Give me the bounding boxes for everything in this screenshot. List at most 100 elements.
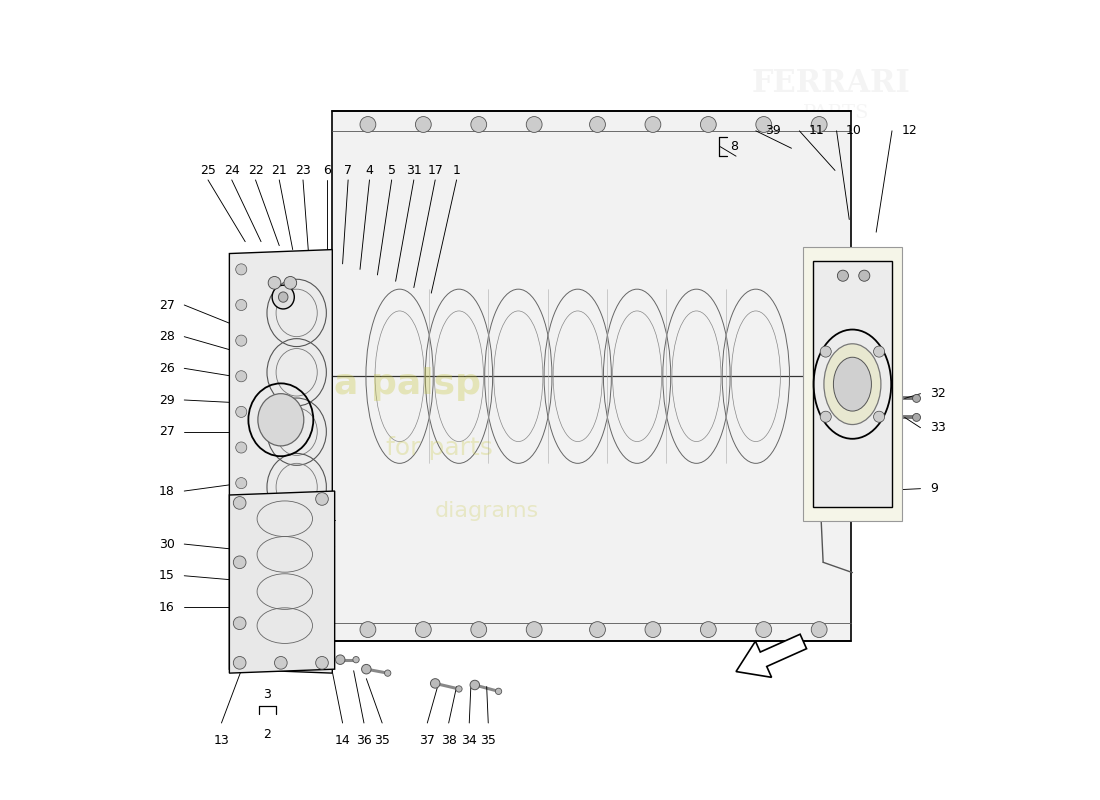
Text: 13: 13 <box>213 734 229 747</box>
Text: 24: 24 <box>224 164 240 177</box>
Ellipse shape <box>353 657 360 663</box>
Circle shape <box>859 270 870 282</box>
Circle shape <box>812 117 827 133</box>
FancyArrow shape <box>736 634 806 678</box>
Text: 4: 4 <box>365 164 373 177</box>
Circle shape <box>471 622 486 638</box>
Text: 33: 33 <box>930 422 946 434</box>
Text: 7: 7 <box>344 164 352 177</box>
Text: 2: 2 <box>263 727 272 741</box>
Text: a palsp: a palsp <box>334 367 481 401</box>
Ellipse shape <box>336 655 345 665</box>
Text: 26: 26 <box>160 362 175 375</box>
Text: 22: 22 <box>248 164 263 177</box>
Text: PARTS: PARTS <box>803 105 870 122</box>
Ellipse shape <box>278 292 288 302</box>
Polygon shape <box>230 491 334 673</box>
Circle shape <box>235 620 246 631</box>
Text: 38: 38 <box>441 734 456 747</box>
Circle shape <box>235 585 246 595</box>
Circle shape <box>235 514 246 524</box>
Circle shape <box>526 117 542 133</box>
Text: 27: 27 <box>158 298 175 311</box>
Circle shape <box>233 617 246 630</box>
Text: 21: 21 <box>272 164 287 177</box>
Circle shape <box>233 657 246 669</box>
Circle shape <box>360 117 376 133</box>
Circle shape <box>268 277 280 289</box>
Text: 29: 29 <box>160 394 175 406</box>
Circle shape <box>873 411 884 422</box>
Text: 20: 20 <box>286 514 301 527</box>
Circle shape <box>812 622 827 638</box>
Circle shape <box>416 117 431 133</box>
Circle shape <box>235 549 246 560</box>
Text: 11: 11 <box>808 124 825 138</box>
Text: 19: 19 <box>286 546 301 558</box>
Circle shape <box>756 117 772 133</box>
Text: 6: 6 <box>322 164 331 177</box>
Circle shape <box>235 652 246 663</box>
Circle shape <box>316 493 328 506</box>
Circle shape <box>235 442 246 453</box>
Circle shape <box>471 117 486 133</box>
Text: 31: 31 <box>406 164 421 177</box>
Ellipse shape <box>834 358 871 411</box>
Ellipse shape <box>385 670 390 676</box>
Text: for parts: for parts <box>386 435 493 459</box>
Text: FERRARI: FERRARI <box>751 68 911 99</box>
Circle shape <box>316 657 328 669</box>
Circle shape <box>235 264 246 275</box>
Ellipse shape <box>362 665 371 674</box>
Ellipse shape <box>824 344 881 425</box>
Circle shape <box>235 478 246 489</box>
Text: 28: 28 <box>158 330 175 343</box>
Text: 5: 5 <box>387 164 396 177</box>
Circle shape <box>275 657 287 669</box>
Text: 18: 18 <box>158 485 175 498</box>
Circle shape <box>235 299 246 310</box>
Circle shape <box>756 622 772 638</box>
Text: 37: 37 <box>419 734 436 747</box>
Circle shape <box>360 622 376 638</box>
Circle shape <box>416 622 431 638</box>
Circle shape <box>235 335 246 346</box>
Text: 12: 12 <box>902 124 917 138</box>
Text: 8: 8 <box>729 140 738 153</box>
Circle shape <box>235 406 246 418</box>
Text: 10: 10 <box>846 124 862 138</box>
Text: 35: 35 <box>374 734 390 747</box>
Polygon shape <box>230 250 332 673</box>
Ellipse shape <box>913 414 921 422</box>
Circle shape <box>233 497 246 510</box>
Polygon shape <box>803 247 902 521</box>
Text: 30: 30 <box>158 538 175 550</box>
Text: 23: 23 <box>295 164 311 177</box>
Polygon shape <box>813 262 892 507</box>
Text: 39: 39 <box>766 124 781 138</box>
Ellipse shape <box>430 678 440 688</box>
Text: 3: 3 <box>263 688 272 701</box>
Text: 9: 9 <box>930 482 938 495</box>
Text: 32: 32 <box>930 387 946 400</box>
Circle shape <box>590 117 605 133</box>
Circle shape <box>645 622 661 638</box>
Ellipse shape <box>272 286 295 309</box>
Text: diagrams: diagrams <box>434 501 539 521</box>
Text: 27: 27 <box>158 425 175 438</box>
Ellipse shape <box>455 686 462 692</box>
Circle shape <box>821 411 832 422</box>
Circle shape <box>233 556 246 569</box>
Text: 1: 1 <box>452 164 461 177</box>
Ellipse shape <box>495 688 502 694</box>
Text: 34: 34 <box>461 734 477 747</box>
Circle shape <box>526 622 542 638</box>
Text: 35: 35 <box>481 734 496 747</box>
Circle shape <box>235 370 246 382</box>
Circle shape <box>701 622 716 638</box>
Text: 36: 36 <box>356 734 372 747</box>
Ellipse shape <box>470 680 480 690</box>
Ellipse shape <box>257 394 304 446</box>
Circle shape <box>821 346 832 357</box>
Circle shape <box>837 270 848 282</box>
